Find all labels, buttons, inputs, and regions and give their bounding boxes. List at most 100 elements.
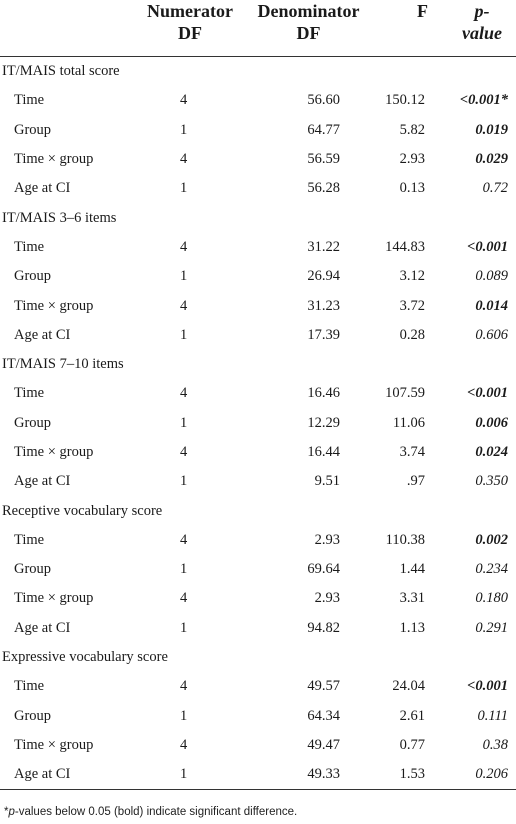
header-f: F — [417, 1, 428, 21]
numerator-df-cell: 4 — [180, 238, 188, 255]
numerator-df-cell: 4 — [180, 531, 188, 548]
row-term: Time × group — [14, 590, 94, 607]
f-value-cell: 24.04 — [392, 678, 425, 695]
row-term: Age at CI — [14, 473, 71, 490]
p-value-cell: 0.72 — [482, 180, 508, 197]
table-row: Time 4 2.93 110.38 0.002 — [0, 526, 516, 555]
p-value-cell: 0.029 — [475, 151, 508, 168]
row-term: Group — [14, 268, 52, 285]
row-term: Time — [14, 92, 45, 109]
denominator-df-cell: 64.77 — [307, 121, 340, 138]
table-row: Age at CI 1 56.28 0.13 0.72 — [0, 174, 516, 203]
numerator-df-cell: 4 — [180, 736, 188, 753]
numerator-df-cell: 1 — [180, 619, 188, 636]
section-title: IT/MAIS 3–6 items — [2, 209, 117, 226]
f-value-cell: 1.44 — [399, 561, 425, 578]
denominator-df-cell: 49.57 — [307, 678, 340, 695]
row-term: Group — [14, 121, 52, 138]
p-value-cell: <0.001 — [467, 385, 508, 402]
numerator-df-cell: 1 — [180, 121, 188, 138]
table-row: Age at CI 1 49.33 1.53 0.206 — [0, 760, 516, 790]
footnote-mark: * — [4, 806, 9, 818]
row-term: Time — [14, 385, 45, 402]
row-term: Group — [14, 707, 52, 724]
denominator-df-cell: 2.93 — [314, 590, 340, 607]
f-value-cell: 3.72 — [399, 297, 425, 314]
header-p-line1: p- — [474, 1, 490, 21]
section-row: Receptive vocabulary score — [0, 496, 516, 525]
denominator-df-cell: 56.28 — [307, 180, 340, 197]
header-term — [0, 0, 128, 57]
footnote: *p-values below 0.05 (bold) indicate sig… — [4, 806, 297, 818]
denominator-df-cell: 12.29 — [307, 414, 340, 431]
table-row: Age at CI 1 17.39 0.28 0.606 — [0, 321, 516, 350]
row-term: Age at CI — [14, 766, 71, 783]
numerator-df-cell: 1 — [180, 561, 188, 578]
numerator-df-cell: 4 — [180, 92, 188, 109]
header-denominator-line1: Denominator — [257, 1, 360, 21]
row-term: Group — [14, 414, 52, 431]
denominator-df-cell: 49.47 — [307, 736, 340, 753]
row-term: Time — [14, 531, 45, 548]
p-value-cell: 0.006 — [475, 414, 508, 431]
table-header: Numerator DF Denominator DF F p- value — [0, 0, 516, 57]
p-value-cell: 0.291 — [475, 619, 508, 636]
f-value-cell: 5.82 — [399, 121, 425, 138]
numerator-df-cell: 1 — [180, 707, 188, 724]
f-value-cell: .97 — [406, 473, 425, 490]
section-title: Receptive vocabulary score — [2, 502, 163, 519]
p-value-cell: 0.024 — [475, 444, 508, 460]
section-row: IT/MAIS 7–10 items — [0, 350, 516, 379]
table-body: IT/MAIS total score Time 4 56.60 150.12 <0.00… — [0, 57, 516, 790]
f-value-cell: 150.12 — [385, 92, 425, 109]
p-value-cell: 0.019 — [475, 121, 508, 138]
table-row: Group 1 64.77 5.82 0.019 — [0, 116, 516, 145]
numerator-df-cell: 4 — [180, 385, 188, 402]
denominator-df-cell: 9.51 — [314, 473, 340, 490]
numerator-df-cell: 4 — [180, 590, 188, 607]
f-value-cell: 3.74 — [399, 444, 425, 460]
table-row: Time 4 56.60 150.12 <0.001* — [0, 86, 516, 115]
denominator-df-cell: 69.64 — [307, 561, 340, 578]
p-value-cell: 0.206 — [475, 766, 508, 783]
p-value-cell: 0.234 — [475, 561, 508, 578]
p-value-cell: <0.001* — [459, 92, 508, 109]
row-term: Time — [14, 238, 45, 255]
header-row: Numerator DF Denominator DF F p- value — [0, 0, 516, 57]
f-value-cell: 0.13 — [399, 180, 425, 197]
header-p-line2: value — [462, 23, 502, 43]
numerator-df-cell: 1 — [180, 766, 188, 783]
denominator-df-cell: 26.94 — [307, 268, 340, 285]
table-row: Age at CI 1 94.82 1.13 0.291 — [0, 614, 516, 643]
header-numerator-line1: Numerator — [147, 1, 233, 21]
numerator-df-cell: 1 — [180, 326, 188, 343]
denominator-df-cell: 56.59 — [307, 151, 340, 168]
section-row: IT/MAIS total score — [0, 57, 516, 87]
numerator-df-cell: 4 — [180, 151, 188, 168]
section-title: IT/MAIS 7–10 items — [2, 356, 124, 373]
f-value-cell: 0.28 — [399, 326, 425, 343]
numerator-df-cell: 4 — [180, 444, 188, 460]
footnote-text: -values below 0.05 (bold) indicate signi… — [14, 806, 298, 818]
denominator-df-cell: 2.93 — [314, 531, 340, 548]
p-value-cell: 0.014 — [475, 297, 508, 314]
denominator-df-cell: 31.23 — [307, 297, 340, 314]
numerator-df-cell: 4 — [180, 678, 188, 695]
header-numerator-line2: DF — [178, 23, 202, 43]
table-row: Group 1 12.29 11.06 0.006 — [0, 409, 516, 438]
section-title: IT/MAIS total score — [2, 63, 120, 80]
p-value-cell: 0.38 — [482, 736, 508, 753]
table-row: Time × group 4 16.44 3.74 0.024 — [0, 438, 516, 467]
p-value-cell: 0.111 — [477, 707, 508, 724]
row-term: Time × group — [14, 151, 94, 168]
results-table: Numerator DF Denominator DF F p- value I… — [0, 0, 516, 790]
f-value-cell: 2.93 — [399, 151, 425, 168]
row-term: Age at CI — [14, 619, 71, 636]
denominator-df-cell: 31.22 — [307, 238, 340, 255]
f-value-cell: 107.59 — [385, 385, 425, 402]
table-row: Time 4 16.46 107.59 <0.001 — [0, 379, 516, 408]
f-value-cell: 144.83 — [385, 238, 425, 255]
header-denominator-line2: DF — [296, 23, 321, 43]
denominator-df-cell: 56.60 — [307, 92, 340, 109]
